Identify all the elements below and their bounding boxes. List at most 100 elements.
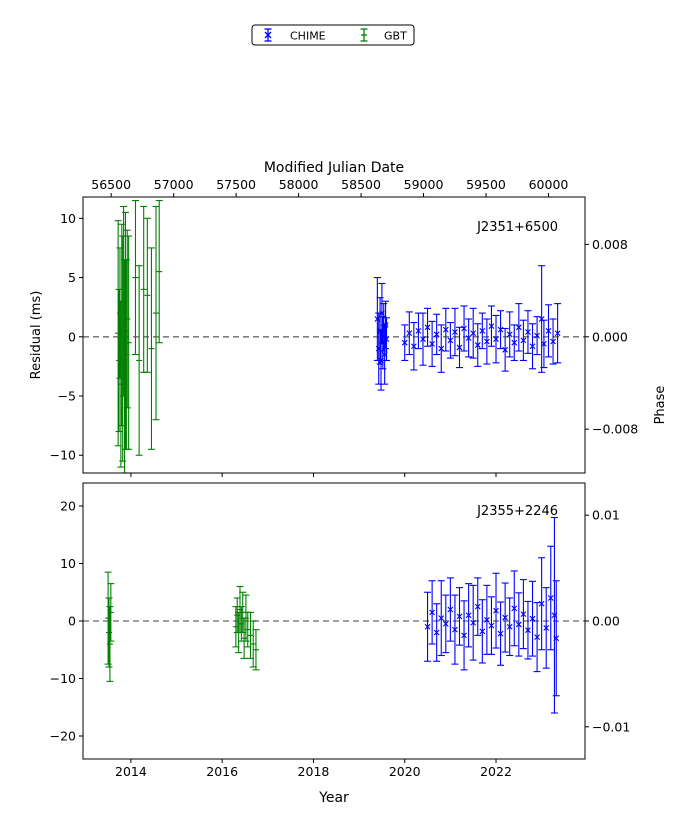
x-marker <box>541 340 547 347</box>
chime-point <box>554 303 562 364</box>
chime-point <box>524 310 532 354</box>
x-marker <box>383 336 390 343</box>
panel-bottom-data-layer <box>83 516 585 714</box>
x-marker <box>465 612 472 619</box>
x-marker <box>447 606 454 613</box>
chime-point <box>382 317 390 362</box>
mjd-tick-label: 58500 <box>341 177 381 192</box>
y-tick-label: 20 <box>60 499 76 514</box>
gbt-point <box>106 606 114 682</box>
x-marker <box>545 327 552 334</box>
x-marker <box>502 346 509 353</box>
legend-chime-label: CHIME <box>290 30 326 43</box>
y-tick-label: −20 <box>50 729 76 744</box>
chime-point <box>478 599 486 664</box>
chime-point <box>538 265 546 373</box>
chime-point <box>428 580 436 645</box>
chime-point <box>474 577 482 636</box>
chime-point <box>547 545 555 651</box>
phase-tick-label: −0.008 <box>592 422 638 437</box>
year-tick-label: 2022 <box>480 764 512 779</box>
x-marker <box>534 332 540 339</box>
chime-point <box>540 319 548 369</box>
chime-point <box>524 600 532 660</box>
chime-point <box>492 572 500 649</box>
chime-point <box>497 310 505 350</box>
legend: CHIME GBT <box>251 24 415 46</box>
bottom-axis-label: Year <box>318 790 349 806</box>
x-marker <box>470 619 477 626</box>
chime-point <box>519 319 527 362</box>
x-marker <box>488 323 495 330</box>
chime-point <box>442 307 450 352</box>
phase-tick-label: −0.01 <box>592 719 630 734</box>
panel-top-ticks: −10 −5 0 5 10 0.008 0.000 −0.008 56500 57000 57500… <box>50 177 638 477</box>
x-marker <box>493 607 499 614</box>
chime-point <box>469 307 477 359</box>
x-marker <box>483 616 490 623</box>
chime-point <box>519 579 527 650</box>
chime-point <box>446 322 454 359</box>
chime-point <box>533 316 541 356</box>
x-marker <box>511 605 518 612</box>
x-marker <box>452 626 458 633</box>
chime-point <box>487 305 495 347</box>
x-marker <box>410 343 417 350</box>
chime-point <box>483 584 491 655</box>
chime-point <box>401 324 409 362</box>
chime-point <box>552 580 560 697</box>
x-marker <box>488 622 495 629</box>
chime-point <box>529 323 537 370</box>
legend-gbt-marker <box>360 28 368 42</box>
gbt-point <box>123 229 131 409</box>
x-marker <box>442 326 449 333</box>
chime-point <box>460 600 468 671</box>
year-tick-label: 2016 <box>206 764 238 779</box>
chime-point <box>405 311 413 356</box>
panel-top-title: J2351+6500 <box>476 220 558 235</box>
x-marker <box>461 325 467 332</box>
chime-point <box>465 583 473 648</box>
chime-point <box>410 322 418 371</box>
chime-point <box>483 318 491 365</box>
x-marker <box>538 316 545 322</box>
chime-point <box>497 601 505 666</box>
chime-point <box>542 587 550 669</box>
x-marker <box>433 331 440 338</box>
chime-point <box>515 303 523 352</box>
x-marker <box>520 611 527 617</box>
x-marker <box>420 336 426 343</box>
x-marker <box>554 330 561 337</box>
gbt-point <box>125 235 133 450</box>
chime-point <box>544 304 552 358</box>
panel-top-data-layer <box>83 200 585 474</box>
x-marker <box>456 613 463 620</box>
x-marker <box>424 324 431 331</box>
y-tick-label: −10 <box>50 448 76 463</box>
chime-point <box>533 602 541 673</box>
gbt-point <box>147 247 155 450</box>
year-tick-label: 2020 <box>389 764 421 779</box>
y-tick-label: −10 <box>50 671 76 686</box>
y-tick-label: 5 <box>68 270 76 285</box>
phase-tick-label: 0.01 <box>592 508 620 523</box>
chime-point <box>506 311 514 358</box>
gbt-point <box>105 597 113 668</box>
x-marker <box>515 621 522 628</box>
chime-point <box>451 594 459 665</box>
mjd-tick-label: 57000 <box>154 177 194 192</box>
chime-point <box>474 323 482 367</box>
x-marker <box>543 625 550 631</box>
legend-box <box>251 24 415 46</box>
panel-top: −10 −5 0 5 10 0.008 0.000 −0.008 56500 57000 57500… <box>29 160 668 477</box>
x-marker <box>438 615 445 622</box>
x-marker <box>424 623 431 630</box>
chime-point <box>487 596 495 655</box>
right-axis-label: Phase <box>653 386 668 425</box>
chime-point <box>492 314 500 364</box>
chime-point <box>529 580 537 657</box>
chime-point <box>424 307 432 347</box>
chime-point <box>501 582 509 653</box>
gbt-point <box>155 200 163 344</box>
x-marker <box>406 330 413 337</box>
